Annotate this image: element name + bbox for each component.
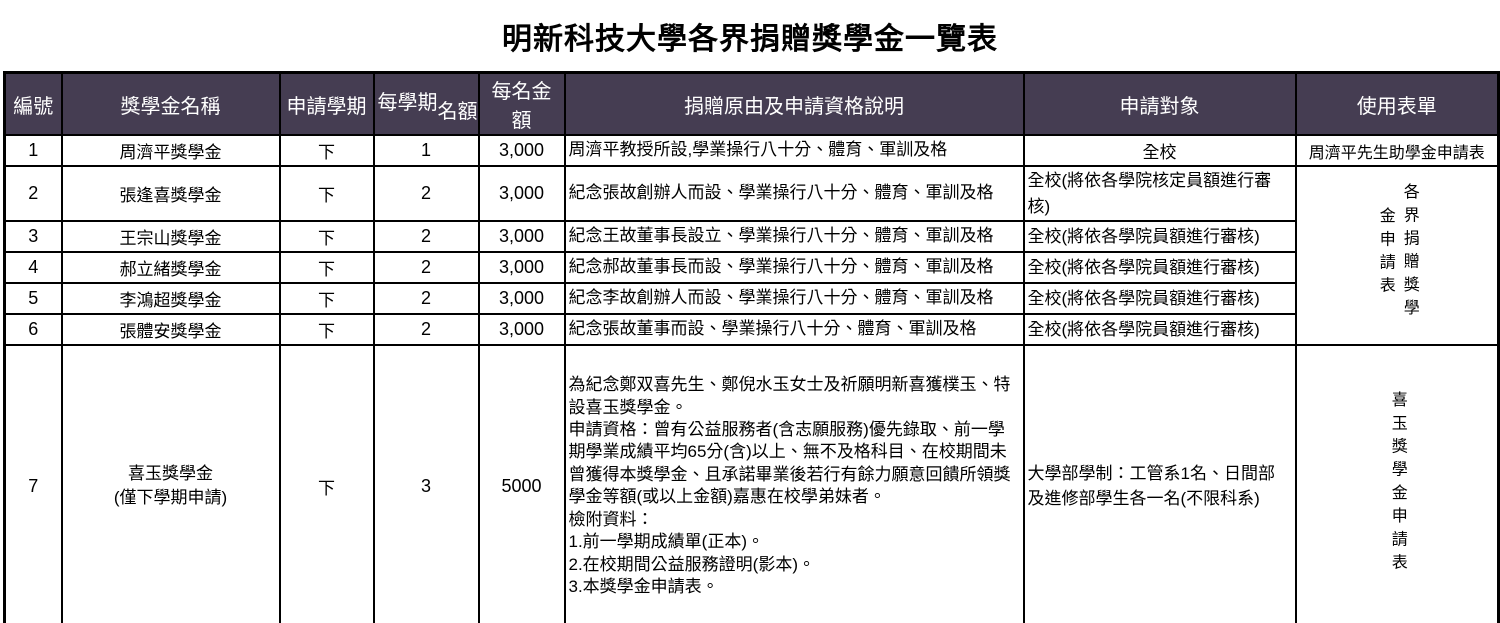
cell-name: 郝立緒獎學金 [60, 251, 281, 284]
cell-name: 王宗山獎學金 [60, 220, 281, 253]
cell-description: 周濟平教授所設,學業操行八十分、體育、軍訓及格 [563, 134, 1025, 167]
cell-name: 李鴻超獎學金 [60, 282, 281, 315]
cell-description: 紀念王故董事長設立、學業操行八十分、體育、軍訓及格 [563, 220, 1025, 253]
cell-id: 3 [3, 220, 63, 253]
cell-semester: 下 [278, 165, 375, 222]
cell-form-merged: 各界捐贈獎學金申請表 [1294, 165, 1500, 346]
page-title-bar: 明新科技大學各界捐贈獎學金一覽表 [0, 0, 1500, 71]
cell-target: 全校(將依各學院員額進行審核) [1022, 220, 1297, 253]
cell-form: 周濟平先生助學金申請表 [1294, 134, 1500, 167]
cell-description: 紀念張故董事而設、學業操行八十分、體育、軍訓及格 [563, 313, 1025, 346]
cell-semester: 下 [278, 313, 375, 346]
cell-quota: 2 [372, 282, 480, 315]
header-id: 編號 [3, 71, 63, 136]
header-row: 編號 獎學金名稱 申請學期 每學期名額 每名金額 捐贈原由及申請資格說明 申請對… [3, 71, 1500, 136]
cell-id: 6 [3, 313, 63, 346]
cell-semester: 下 [278, 220, 375, 253]
cell-amount: 3,000 [477, 313, 566, 346]
cell-name: 周濟平獎學金 [60, 134, 281, 167]
cell-quota: 2 [372, 251, 480, 284]
cell-target: 全校(將依各學院員額進行審核) [1022, 251, 1297, 284]
cell-target: 大學部學制：工管系1名、日間部及進修部學生各一名(不限科系) [1022, 344, 1297, 623]
cell-description: 紀念李故創辦人而設、學業操行八十分、體育、軍訓及格 [563, 282, 1025, 315]
page-title: 明新科技大學各界捐贈獎學金一覽表 [502, 22, 998, 56]
header-target: 申請對象 [1022, 71, 1297, 136]
cell-quota: 2 [372, 313, 480, 346]
cell-description: 為紀念鄭双喜先生、鄭倪水玉女士及祈願明新喜獲樸玉、特設喜玉獎學金。 申請資格：曾… [563, 344, 1025, 623]
header-quota-line1: 每學期 [377, 91, 438, 114]
cell-name: 張逢喜獎學金 [60, 165, 281, 222]
cell-quota: 2 [372, 220, 480, 253]
header-amount: 每名金額 [477, 71, 566, 136]
cell-quota: 3 [372, 344, 480, 623]
cell-description: 紀念郝故董事長而設、學業操行八十分、體育、軍訓及格 [563, 251, 1025, 284]
cell-quota: 1 [372, 134, 480, 167]
cell-amount: 5000 [477, 344, 566, 623]
table-row-3: 3 王宗山獎學金 下 2 3,000 紀念王故董事長設立、學業操行八十分、體育、… [3, 220, 1499, 253]
cell-quota: 2 [372, 165, 480, 222]
table-row-7: 7 喜玉獎學金 (僅下學期申請) 下 3 5000 為紀念鄭双喜先生、鄭倪水玉女… [3, 344, 1500, 623]
cell-semester: 下 [278, 134, 375, 167]
table-row-2: 2 張逢喜獎學金 下 2 3,000 紀念張故創辦人而設、學業操行八十分、體育、… [3, 165, 1500, 346]
table-row-5: 5 李鴻超獎學金 下 2 3,000 紀念李故創辦人而設、學業操行八十分、體育、… [3, 282, 1499, 315]
cell-amount: 3,000 [477, 165, 566, 222]
header-form: 使用表單 [1294, 71, 1500, 136]
header-description: 捐贈原由及申請資格說明 [563, 71, 1025, 136]
cell-semester: 下 [278, 282, 375, 315]
cell-target: 全校(將依各學院員額進行審核) [1022, 282, 1297, 315]
cell-name: 張體安獎學金 [60, 313, 281, 346]
vertical-form-text: 喜玉獎學金申請表 [1388, 390, 1406, 577]
cell-name: 喜玉獎學金 (僅下學期申請) [60, 344, 281, 623]
cell-semester: 下 [278, 251, 375, 284]
table-row-4: 4 郝立緒獎學金 下 2 3,000 紀念郝故董事長而設、學業操行八十分、體育、… [3, 251, 1499, 284]
cell-description: 紀念張故創辦人而設、學業操行八十分、體育、軍訓及格 [563, 165, 1025, 222]
cell-id: 1 [3, 134, 63, 167]
header-quota: 每學期名額 [372, 71, 480, 136]
cell-id: 5 [3, 282, 63, 315]
cell-amount: 3,000 [477, 134, 566, 167]
table-row-1: 1 周濟平獎學金 下 1 3,000 周濟平教授所設,學業操行八十分、體育、軍訓… [3, 134, 1500, 167]
cell-id: 4 [3, 251, 63, 284]
table-row-6: 6 張體安獎學金 下 2 3,000 紀念張故董事而設、學業操行八十分、體育、軍… [3, 313, 1499, 346]
table-body: 1 周濟平獎學金 下 1 3,000 周濟平教授所設,學業操行八十分、體育、軍訓… [3, 134, 1500, 623]
cell-semester: 下 [278, 344, 375, 623]
cell-target: 全校 [1022, 134, 1297, 167]
cell-form: 喜玉獎學金申請表 [1294, 344, 1500, 623]
cell-amount: 3,000 [477, 282, 566, 315]
header-quota-line2: 名額 [437, 100, 478, 123]
table-header: 編號 獎學金名稱 申請學期 每學期名額 每名金額 捐贈原由及申請資格說明 申請對… [3, 71, 1500, 136]
scholarship-table: 編號 獎學金名稱 申請學期 每學期名額 每名金額 捐贈原由及申請資格說明 申請對… [3, 71, 1500, 623]
cell-target: 全校(將依各學院核定員額進行審核) [1022, 165, 1297, 222]
cell-amount: 3,000 [477, 220, 566, 253]
cell-id: 7 [3, 344, 63, 623]
cell-id: 2 [3, 165, 63, 222]
header-semester: 申請學期 [278, 71, 375, 136]
vertical-form-text: 各界捐贈獎學金申請表 [1376, 183, 1418, 323]
cell-amount: 3,000 [477, 251, 566, 284]
cell-target: 全校(將依各學院員額進行審核) [1022, 313, 1297, 346]
header-name: 獎學金名稱 [60, 71, 281, 136]
